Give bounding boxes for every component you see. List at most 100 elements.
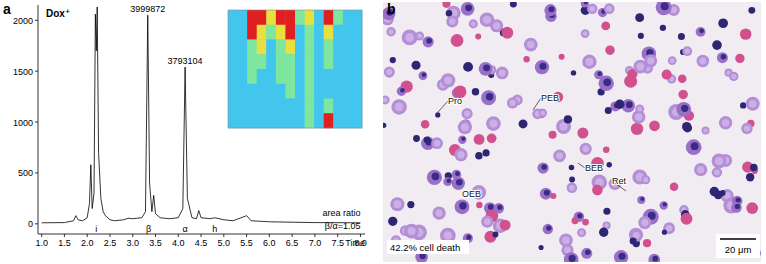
nucleus xyxy=(497,205,502,210)
nucleus xyxy=(735,204,740,209)
nucleus xyxy=(412,61,421,70)
nucleus xyxy=(456,179,463,186)
x-tick-label: 7.5 xyxy=(331,238,344,248)
reticulocyte xyxy=(549,131,557,139)
heatmap-cell xyxy=(295,25,305,40)
erythroblast xyxy=(535,60,549,74)
cell-center xyxy=(449,18,456,25)
cell-label: Pro xyxy=(448,96,462,106)
cell xyxy=(694,163,707,176)
erythroblast xyxy=(637,196,645,204)
annotation: β/α=1.05 xyxy=(325,221,361,231)
heatmap-cell xyxy=(285,69,295,84)
y-axis xyxy=(38,5,39,234)
nucleus xyxy=(663,202,667,206)
reticulocyte xyxy=(649,120,660,131)
cell xyxy=(712,167,722,177)
heatmap-cell xyxy=(266,84,276,99)
heatmap-cell xyxy=(266,54,276,69)
x-tick xyxy=(178,234,179,237)
nucleus xyxy=(546,225,551,230)
heatmap-cell xyxy=(343,10,353,25)
cell-center xyxy=(647,57,654,64)
cell-center xyxy=(444,231,453,240)
heatmap-cell xyxy=(285,40,295,55)
erythroblast xyxy=(423,36,434,47)
nucleus xyxy=(577,213,582,218)
cell xyxy=(746,97,760,111)
heatmap-cell xyxy=(247,40,257,55)
heatmap-cell xyxy=(314,99,324,114)
heatmap-cell xyxy=(343,113,353,128)
cell-center xyxy=(604,223,608,227)
erythroblast xyxy=(397,87,406,96)
micrograph-background xyxy=(383,2,761,262)
nucleus xyxy=(661,2,669,10)
nucleus xyxy=(652,256,658,262)
heatmap-cell xyxy=(324,84,334,99)
heatmap-cell xyxy=(305,54,315,69)
scale-box xyxy=(716,234,760,258)
cell xyxy=(697,55,710,68)
cell-center xyxy=(569,185,575,191)
reticulocyte xyxy=(592,185,603,196)
cell-center xyxy=(407,227,415,235)
cell xyxy=(391,99,406,114)
x-tick xyxy=(41,234,42,237)
cell-center xyxy=(489,120,497,128)
heatmap-cell xyxy=(343,25,353,40)
erythroblast xyxy=(656,2,672,15)
reticulocyte xyxy=(662,69,672,79)
nucleus xyxy=(435,112,440,117)
nucleus xyxy=(446,178,450,182)
cell xyxy=(480,12,495,27)
cell-center xyxy=(703,128,707,132)
cell xyxy=(469,19,478,28)
erythroblast xyxy=(686,139,702,155)
heatmap-cell xyxy=(276,113,286,128)
cell xyxy=(431,137,443,149)
x-tick xyxy=(314,234,315,237)
heatmap-cell xyxy=(238,69,248,84)
heatmap-cell xyxy=(352,54,362,69)
cell-center xyxy=(559,122,567,130)
reticulocyte xyxy=(421,120,430,129)
heatmap-cell xyxy=(305,10,315,25)
nucleus xyxy=(640,197,644,201)
cell xyxy=(441,73,455,87)
cell-center xyxy=(457,151,464,158)
heatmap-cell xyxy=(238,40,248,55)
heatmap-cell xyxy=(333,113,343,128)
nucleus xyxy=(424,136,431,143)
heatmap-cell xyxy=(247,84,257,99)
cell-label: PEB xyxy=(541,93,559,103)
nucleus xyxy=(603,208,610,215)
micrograph xyxy=(383,2,761,262)
cell-center xyxy=(585,58,593,66)
nucleus xyxy=(390,57,396,63)
erythroblast xyxy=(537,162,548,173)
heatmap-cell xyxy=(314,69,324,84)
heatmap-cell xyxy=(238,54,248,69)
heatmap-cell xyxy=(228,40,238,55)
reticulocyte xyxy=(678,90,687,99)
cell xyxy=(668,56,677,65)
heatmap-cell xyxy=(238,84,248,99)
nucleus xyxy=(407,201,414,208)
nucleus xyxy=(569,255,576,262)
heatmap-cell xyxy=(257,84,267,99)
nucleus xyxy=(710,187,719,196)
nucleus xyxy=(488,204,494,210)
erythroblast xyxy=(614,250,628,262)
heatmap-cell xyxy=(285,84,295,99)
cell-center xyxy=(635,113,642,120)
cell-center xyxy=(464,111,470,117)
nucleus xyxy=(626,101,633,108)
x-tick xyxy=(360,234,361,237)
annotation: 3793104 xyxy=(168,56,203,66)
heatmap-cell xyxy=(295,10,305,25)
reticulocyte xyxy=(746,202,758,214)
heatmap-cell xyxy=(305,113,315,128)
heatmap-cell xyxy=(266,113,276,128)
leader-line xyxy=(438,101,448,112)
